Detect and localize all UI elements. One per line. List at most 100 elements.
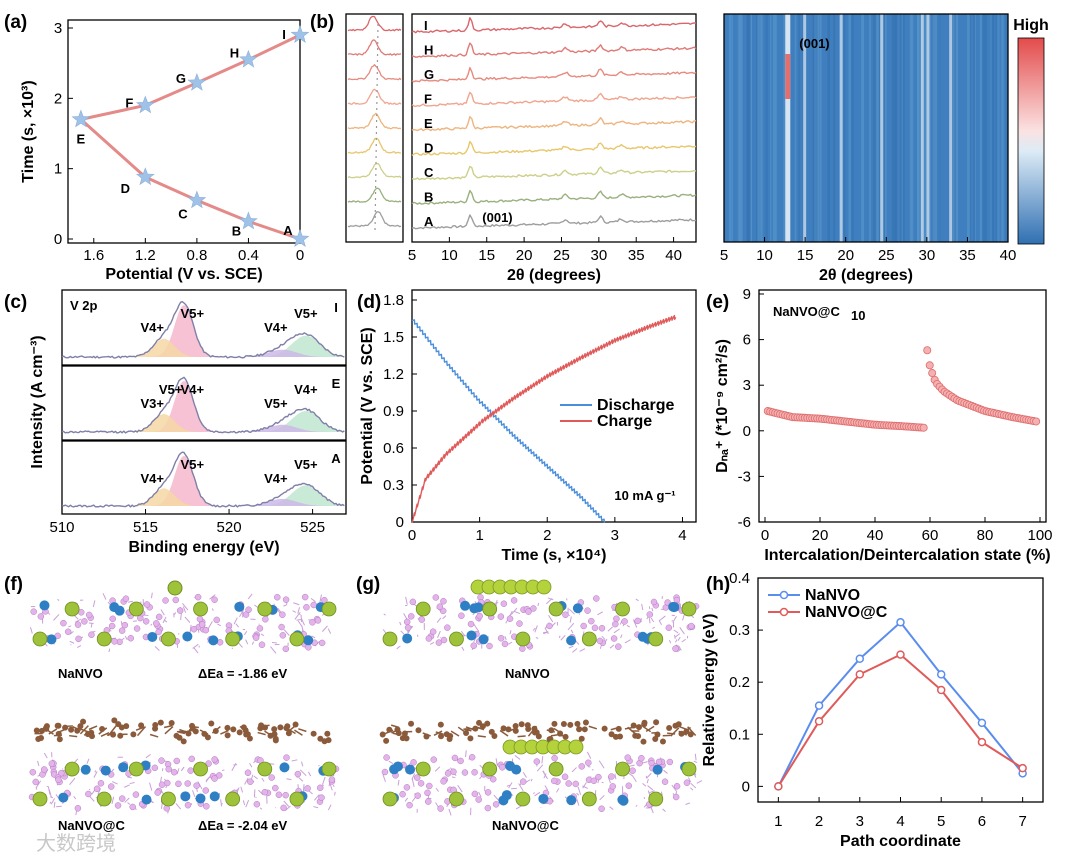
carbon-bond [287,725,297,733]
carbon-atom [640,738,647,745]
b-xrd-trace-A [411,214,697,230]
oxygen-atom [450,768,457,775]
lattice-bond [399,621,402,626]
lattice-bond [102,593,107,600]
b-trace-label: G [424,67,434,82]
lattice-bond [681,638,686,643]
vanadium-atom [279,762,290,773]
carbon-bond [384,729,394,735]
c-peak-label: V4+ [181,382,205,397]
oxygen-atom [499,764,506,771]
bh-stripe [728,14,732,242]
sodium-atom [257,761,273,777]
lattice-bond [627,772,634,777]
carbon-bond [517,735,526,738]
lattice-bond [620,634,623,639]
a-point-label: C [178,206,188,221]
vanadium-atom [208,635,219,646]
bh-bright-line [920,14,924,242]
lattice-bond [245,799,250,808]
carbon-atom [479,723,486,730]
oxygen-atom [612,620,619,628]
oxygen-atom [118,627,126,634]
h-ytick-label: 0.3 [729,622,750,639]
oxygen-atom [74,805,82,812]
lattice-bond [292,610,296,613]
bh-stripe [755,14,758,242]
c-component-fill [62,411,346,432]
carbon-bond [220,729,229,735]
lattice-bond [677,636,681,641]
oxygen-atom [437,805,444,812]
lattice-bond [73,796,77,800]
carbon-atom [612,733,619,740]
sodium-atom [161,791,176,807]
lattice-bond [577,786,582,795]
b-xrd-trace-H [411,42,697,58]
oxygen-atom [638,754,645,762]
lattice-bond [659,615,666,622]
carbon-atom [157,719,164,726]
oxygen-atom [580,622,587,630]
lattice-bond [321,625,328,632]
lattice-bond [609,644,615,649]
oxygen-atom [172,596,180,604]
b-xrd-trace-G [411,66,697,83]
oxygen-atom [381,768,389,776]
oxygen-atom [584,607,591,614]
a-point-label: I [282,27,286,42]
lattice-bond [690,782,697,789]
c-subpanel-frame [61,289,347,366]
h-data-point [896,618,905,627]
lattice-bond [291,759,298,762]
a-point-B [239,211,258,230]
bh-stripe [951,14,954,242]
bh-stripe [885,14,887,242]
oxygen-atom [661,778,669,785]
oxygen-atom [461,769,469,776]
panel-label-e: (e) [706,292,729,313]
oxygen-atom [318,794,325,801]
lattice-bond [243,630,248,636]
oxygen-atom [409,598,417,606]
lattice-bond [240,786,244,793]
b-trace-label: E [424,116,433,131]
oxygen-atom [202,787,210,794]
oxygen-atom [665,624,673,632]
oxygen-atom [440,598,447,605]
lattice-bond [507,641,513,645]
sodium-atom [257,601,273,617]
carbon-atom [524,722,531,729]
h-xtick-label: 3 [856,813,864,830]
bh-stripe [827,14,830,242]
lattice-bond [239,608,245,618]
oxygen-atom [108,622,116,630]
lattice-bond [283,629,290,636]
lattice-bond [332,774,335,777]
h-xtick-label: 1 [774,813,782,830]
lattice-bond [74,615,79,620]
oxygen-atom [194,593,202,601]
carbon-bond [610,726,619,731]
bh-peak-hotspot [785,54,791,99]
lattice-bond [693,773,697,778]
carbon-bond [642,725,652,733]
bh-stripe [891,14,895,242]
lattice-bond [495,758,498,766]
lattice-bond [69,640,75,644]
oxygen-atom [190,625,198,633]
lattice-bond [127,776,132,779]
lattice-bond [261,777,265,782]
carbon-bond [422,732,431,737]
f-top-na-ion [167,580,183,596]
oxygen-atom [598,625,606,632]
carbon-atom [88,733,95,740]
oxygen-atom [48,760,56,767]
lattice-bond [473,623,480,632]
lattice-bond [311,635,316,639]
oxygen-atom [613,615,620,623]
c-component-fill [62,485,346,506]
d-ytick-label: 0 [396,514,404,531]
carbon-bond [257,731,266,736]
vanadium-atom [466,630,477,641]
